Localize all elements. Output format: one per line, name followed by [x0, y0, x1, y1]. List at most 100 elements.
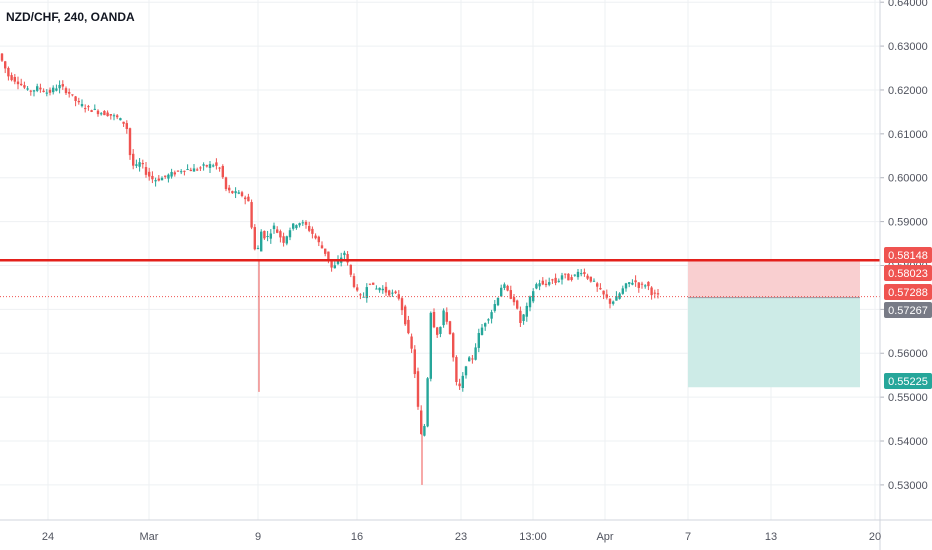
candle-body — [106, 112, 109, 117]
candle-body — [295, 225, 298, 229]
candle-body — [560, 275, 564, 280]
candle-body — [90, 110, 93, 112]
candle-body — [554, 277, 557, 283]
candle-body — [93, 108, 96, 110]
candle-body — [304, 221, 308, 225]
candle-body — [391, 292, 394, 294]
candle-body — [61, 84, 64, 87]
candle-body — [20, 83, 23, 86]
candle-body — [122, 121, 125, 124]
time-axis: 24 Mar 9 16 23 13:00 Apr 7 13 20 — [0, 519, 932, 543]
candle-body — [189, 169, 192, 172]
candle-body — [359, 294, 362, 296]
candle-body — [653, 292, 656, 294]
candle-body — [429, 312, 432, 379]
candle-body — [516, 300, 519, 309]
candle-body — [612, 301, 615, 304]
candle-body — [80, 104, 84, 107]
candle-body — [564, 273, 567, 275]
candle-body — [87, 106, 90, 108]
candle-body — [279, 231, 282, 238]
candle-body — [324, 248, 327, 254]
candle-body — [311, 228, 314, 234]
candle-body — [32, 90, 36, 92]
candle-body — [202, 164, 205, 166]
candle-body — [336, 260, 340, 264]
x-tick-label: 7 — [685, 531, 691, 543]
candle-body — [308, 225, 311, 231]
candle-body — [423, 425, 426, 436]
candle-body — [602, 290, 605, 295]
price-label-text: 0.55225 — [888, 376, 928, 388]
candle-body — [327, 251, 330, 261]
x-tick-label: Mar — [140, 531, 159, 543]
candle-body — [48, 89, 52, 93]
candle-body — [455, 357, 458, 383]
candle-body — [407, 319, 410, 334]
candle-body — [96, 110, 100, 115]
candle-body — [208, 164, 212, 168]
candle-body — [404, 306, 407, 325]
price-label-box — [884, 265, 932, 281]
candle-body — [468, 357, 471, 362]
candle-body — [583, 272, 586, 275]
candle-body — [199, 167, 202, 169]
candle-body — [58, 84, 61, 89]
candle-body — [634, 280, 637, 283]
candle-body — [503, 284, 506, 288]
candle-body — [218, 167, 221, 169]
candle-body — [615, 296, 618, 301]
candle-body — [410, 336, 413, 349]
candle-body — [471, 358, 474, 360]
candle-body — [16, 81, 20, 85]
y-tick-label: 0.59000 — [888, 217, 928, 229]
candle-body — [23, 85, 26, 88]
position-zones — [688, 258, 860, 388]
candle-body — [570, 277, 573, 280]
candle-body — [375, 288, 378, 290]
candle-body — [141, 163, 144, 165]
take-profit-zone[interactable] — [688, 297, 860, 388]
candle-body — [68, 92, 71, 94]
candle-body — [656, 293, 660, 295]
y-tick-label: 0.63000 — [888, 41, 928, 53]
candle-body — [272, 225, 276, 230]
candle-body — [119, 118, 122, 121]
symbol-title: NZD/CHF, 240, OANDA — [6, 10, 135, 24]
candle-body — [112, 115, 116, 117]
candle-body — [173, 172, 176, 175]
x-tick-label: 9 — [255, 531, 261, 543]
candle-body — [167, 174, 170, 179]
candle-body — [644, 285, 647, 287]
candle-body — [605, 294, 608, 298]
candle-body — [400, 298, 404, 311]
candle-body — [509, 290, 512, 299]
candle-body — [100, 113, 103, 115]
candle-body — [45, 92, 48, 94]
candle-body — [250, 202, 253, 228]
price-label-text: 0.57288 — [888, 287, 928, 299]
candle-body — [263, 230, 266, 239]
candle-body — [618, 293, 621, 299]
candle-body — [237, 192, 240, 194]
candle-body — [416, 371, 420, 407]
candle-body — [0, 53, 4, 61]
candle-body — [13, 76, 16, 82]
candle-body — [436, 327, 439, 335]
candle-body — [426, 378, 429, 427]
candle-body — [343, 252, 346, 256]
candle-body — [74, 96, 77, 101]
candle-body — [538, 283, 541, 287]
y-tick-label: 0.62000 — [888, 85, 928, 97]
candle-body — [484, 323, 487, 327]
candle-body — [77, 100, 80, 103]
candle-body — [548, 282, 551, 285]
candle-body — [487, 319, 490, 321]
candle-body — [477, 333, 480, 348]
candle-body — [154, 180, 157, 182]
candle-body — [599, 287, 602, 290]
candle-body — [452, 333, 455, 358]
stop-loss-zone[interactable] — [688, 258, 860, 298]
candle-body — [276, 229, 279, 233]
